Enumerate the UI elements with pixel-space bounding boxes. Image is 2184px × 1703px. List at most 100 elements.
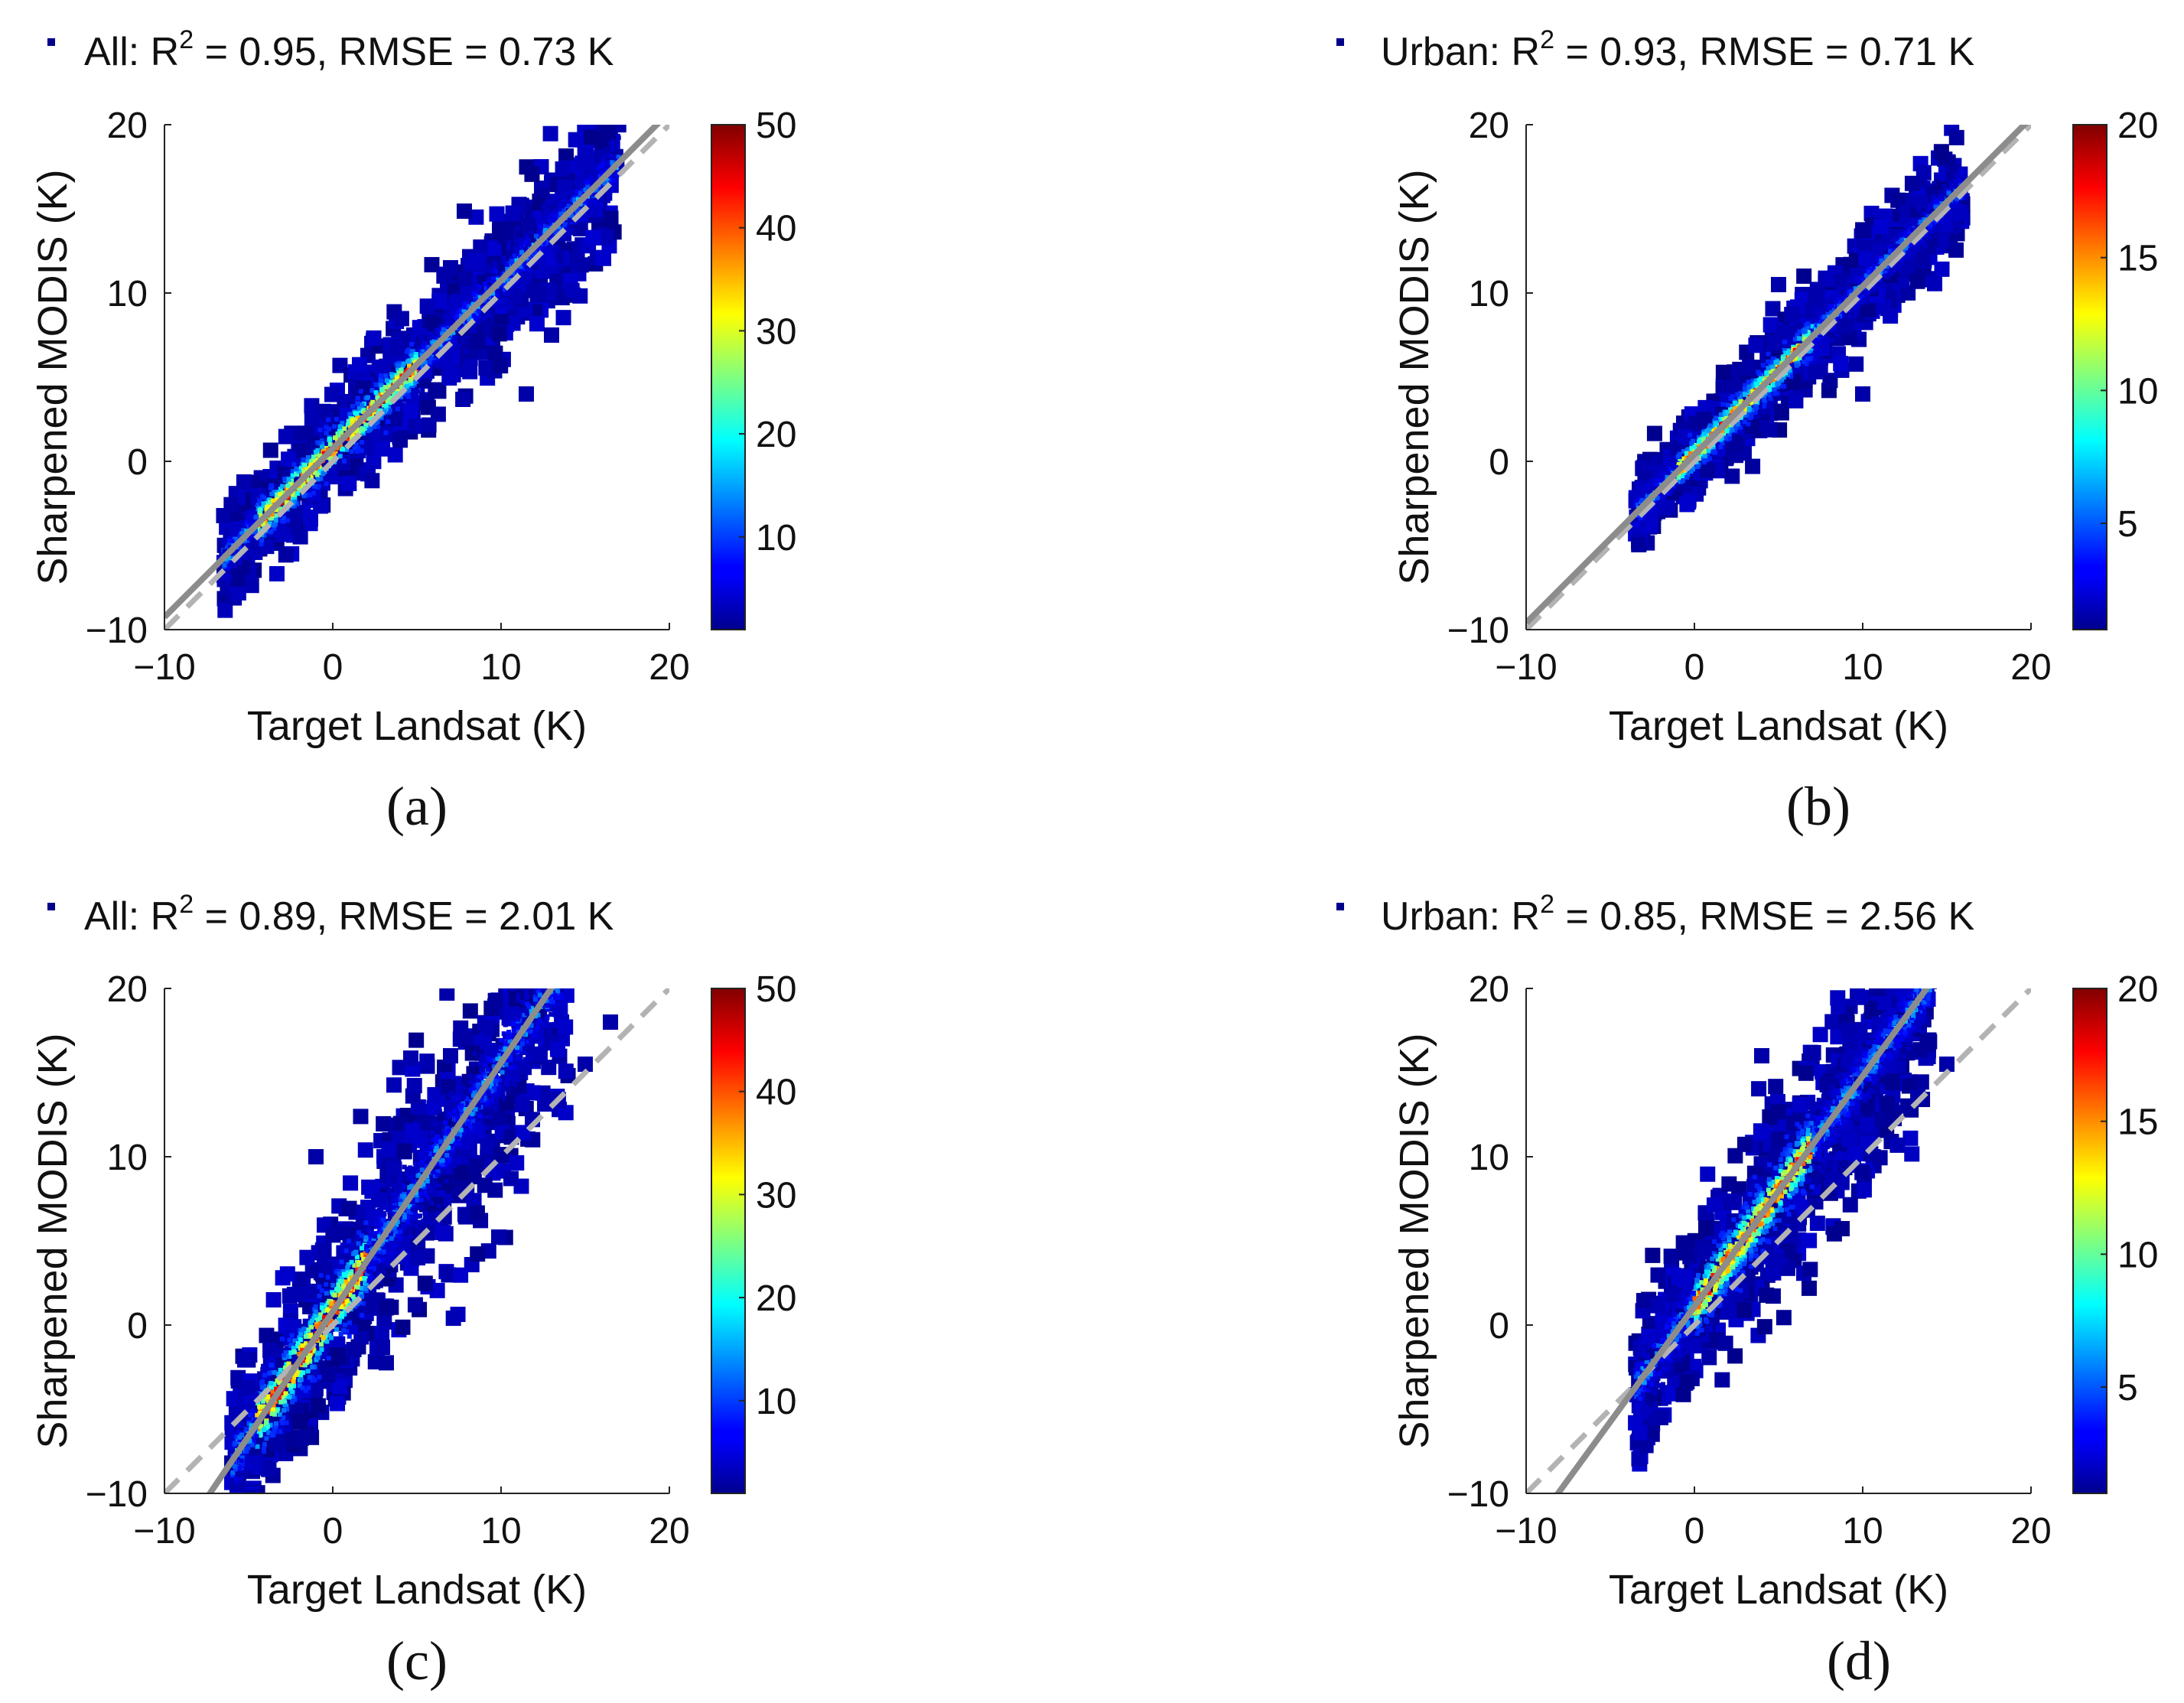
density-cell	[256, 510, 261, 516]
density-cell	[1829, 303, 1834, 308]
density-cell	[558, 235, 563, 240]
density-cell	[1725, 402, 1730, 408]
density-cell	[440, 357, 445, 362]
density-cell	[304, 398, 320, 414]
density-cell	[1924, 233, 1929, 238]
density-cell	[550, 246, 555, 252]
density-cell	[594, 207, 599, 213]
density-cell	[558, 211, 564, 217]
density-cell	[387, 384, 392, 389]
density-cell	[476, 314, 481, 319]
density-cell	[395, 366, 401, 372]
density-cell	[1838, 300, 1844, 305]
density-cell	[1774, 362, 1779, 367]
density-cell	[1899, 237, 1905, 243]
density-cell	[530, 957, 545, 972]
density-cell	[356, 380, 372, 396]
density-cell	[1641, 517, 1646, 523]
density-cell	[1677, 451, 1682, 457]
density-cell	[1954, 201, 1959, 207]
density-cell	[378, 373, 383, 378]
density-cell	[229, 571, 246, 587]
density-cell	[298, 425, 314, 441]
density-cell	[1658, 508, 1663, 513]
density-cell	[504, 262, 509, 268]
density-cell	[524, 236, 529, 241]
density-cell	[529, 316, 545, 332]
density-cell	[568, 202, 573, 207]
density-cell	[542, 223, 548, 228]
density-cell	[1668, 466, 1674, 471]
density-cell	[421, 347, 426, 353]
density-cell	[1836, 293, 1841, 298]
density-cell	[1735, 422, 1740, 427]
density-cell	[587, 171, 593, 176]
density-cell	[1889, 244, 1894, 249]
density-cell	[389, 372, 394, 377]
density-cell	[564, 282, 580, 298]
density-cell	[1908, 242, 1913, 247]
density-cell	[250, 533, 256, 539]
density-cell	[1869, 268, 1874, 273]
density-cell	[608, 142, 614, 147]
density-cell	[519, 239, 524, 245]
density-cell	[1706, 428, 1711, 433]
density-cell	[419, 353, 425, 358]
density-cell	[257, 507, 262, 513]
density-cell	[1883, 254, 1889, 259]
density-cell	[301, 493, 307, 499]
density-cell	[1835, 320, 1841, 325]
density-cell	[304, 466, 309, 471]
density-cell	[399, 386, 405, 391]
density-cell	[1768, 396, 1773, 402]
density-cell	[538, 228, 543, 233]
density-cell	[567, 190, 572, 195]
density-cell	[1639, 497, 1645, 503]
density-cell	[545, 210, 550, 216]
density-cell	[1825, 311, 1831, 317]
density-cell	[1813, 307, 1818, 312]
density-cell	[1775, 384, 1780, 389]
density-cell	[1833, 356, 1849, 372]
density-cell	[369, 388, 375, 393]
density-cell	[1713, 421, 1718, 426]
density-cell	[328, 456, 334, 461]
density-cell	[490, 291, 496, 297]
density-cell	[1914, 241, 1919, 246]
density-cell	[1649, 508, 1654, 513]
density-cell	[261, 501, 266, 506]
density-cell	[1786, 353, 1792, 358]
density-cell	[1726, 437, 1731, 442]
density-cell	[380, 386, 386, 392]
density-cell	[555, 245, 560, 250]
density-cell	[559, 195, 565, 200]
density-cell	[383, 398, 389, 403]
density-cell	[1939, 193, 1945, 198]
density-cell	[268, 516, 273, 521]
density-cell	[474, 278, 479, 283]
density-cell	[327, 426, 332, 431]
density-cell	[1886, 269, 1891, 274]
density-cell	[555, 310, 571, 326]
density-cell	[500, 287, 506, 292]
y-tick-label: 20	[107, 106, 148, 146]
density-cell	[1665, 474, 1670, 480]
density-cell	[1757, 381, 1762, 386]
density-cell	[410, 374, 415, 379]
density-cell	[1937, 194, 1942, 200]
density-cell	[457, 324, 462, 330]
density-cell	[1644, 490, 1649, 495]
density-cell	[296, 468, 301, 474]
density-cell	[1819, 319, 1824, 324]
colorbar-tick-label: 5	[2117, 504, 2138, 545]
density-cell	[542, 204, 547, 209]
density-cell	[589, 200, 594, 206]
density-cell	[239, 519, 245, 525]
density-cell	[600, 79, 615, 94]
density-cell	[241, 540, 246, 545]
density-cell	[1688, 451, 1693, 457]
density-cell	[1681, 494, 1697, 510]
density-cell	[311, 454, 316, 460]
density-cell	[271, 523, 276, 528]
